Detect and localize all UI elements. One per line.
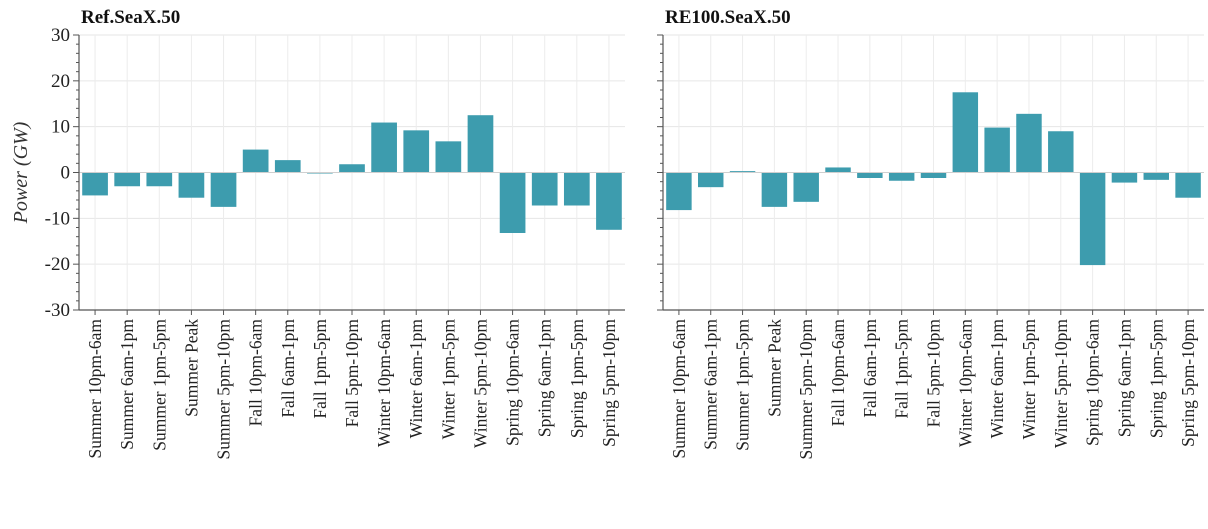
bar-14 [1079,172,1106,266]
x-tick-label: Spring 1pm-5pm [567,319,587,438]
bar-6 [242,149,269,173]
bar-10 [952,92,979,173]
y-axis-label: Power (GW) [10,121,32,224]
bar-15 [1111,172,1138,183]
x-tick-label: Fall 5pm-10pm [342,319,362,428]
y-tick-label: 0 [61,163,71,184]
bar-1 [82,172,108,196]
bar-1 [666,172,692,211]
bar-5 [793,172,819,202]
x-tick-label: Spring 6am-1pm [535,319,555,438]
y-tick-label: -30 [45,300,70,321]
x-tick-label: Summer 10pm-6am [85,319,105,459]
bar-4 [761,172,788,207]
x-tick-label: Spring 5pm-10pm [1178,319,1198,447]
bar-15 [531,172,558,206]
bar-16 [1143,172,1169,180]
x-tick-label: Fall 5pm-10pm [924,319,944,428]
bar-3 [729,171,756,173]
x-tick-label: Summer Peak [181,319,201,417]
bar-13 [1048,131,1074,173]
chart-title: Ref.SeaX.50 [81,7,180,28]
y-tick-label: 20 [51,71,70,92]
x-tick-label: Fall 6am-1pm [278,319,298,418]
y-tick-label: -20 [45,254,70,275]
x-tick-label: Summer 5pm-10pm [214,319,234,460]
x-tick-label: Winter 5pm-10pm [1051,319,1071,448]
x-tick-label: Summer 1pm-5pm [733,319,753,451]
x-tick-label: Winter 6am-1pm [406,319,426,439]
x-tick-label: Summer 1pm-5pm [149,319,169,451]
bar-4 [178,172,205,198]
x-tick-label: Summer 6am-1pm [117,319,137,450]
x-tick-label: Summer Peak [764,319,784,417]
bar-11 [403,130,430,173]
x-tick-label: Spring 10pm-6am [503,319,523,446]
chart-panel-1: Ref.SeaX.50 -30 -20 -10 0 10 20 30 Power (GW) Sum… [10,7,625,459]
x-tick-label: Winter 5pm-10pm [470,319,490,448]
bar-7 [857,172,883,178]
bar-2 [114,172,141,187]
bar-12 [435,141,462,173]
x-tick-label: Winter 10pm-6am [374,319,394,447]
bar-9 [339,164,365,173]
bar-3 [146,172,173,187]
x-tick-label: Summer 5pm-10pm [796,319,816,460]
bar-6 [825,167,851,173]
chart-panel-2: RE100.SeaX.50 Summer 10pm-6am Summer 6am-1… [657,7,1204,459]
bar-12 [1016,113,1042,173]
bar-11 [984,127,1010,173]
bar-2 [698,172,724,188]
x-tick-label: Winter 10pm-6am [955,319,975,447]
x-tick-label: Winter 6am-1pm [987,319,1007,439]
x-tick-label: Spring 10pm-6am [1083,319,1103,446]
bar-16 [563,172,590,206]
bar-13 [467,115,494,173]
x-tick-label: Fall 1pm-5pm [310,319,330,419]
chart-title: RE100.SeaX.50 [665,7,791,28]
bar-8 [888,172,915,181]
bar-5 [210,172,237,207]
x-tick-label: Spring 5pm-10pm [599,319,619,447]
x-tick-label: Winter 1pm-5pm [438,319,458,440]
x-tick-label: Fall 1pm-5pm [892,319,912,419]
bar-10 [371,122,397,173]
y-tick-label: -10 [45,208,70,229]
bar-7 [274,160,301,173]
x-tick-label: Fall 10pm-6am [828,319,848,427]
bar-17 [1175,172,1201,198]
x-tick-label: Winter 1pm-5pm [1019,319,1039,440]
bar-14 [499,172,526,233]
x-tick-label: Fall 6am-1pm [860,319,880,418]
x-tick-label: Spring 6am-1pm [1114,319,1134,438]
x-tick-label: Fall 10pm-6am [246,319,266,427]
bar-17 [596,172,622,230]
bar-9 [920,172,947,178]
y-tick-label: 30 [51,25,70,46]
x-tick-label: Summer 6am-1pm [701,319,721,450]
x-tick-label: Summer 10pm-6am [669,319,689,459]
x-tick-label: Spring 1pm-5pm [1146,319,1166,438]
y-tick-label: 10 [51,117,70,138]
